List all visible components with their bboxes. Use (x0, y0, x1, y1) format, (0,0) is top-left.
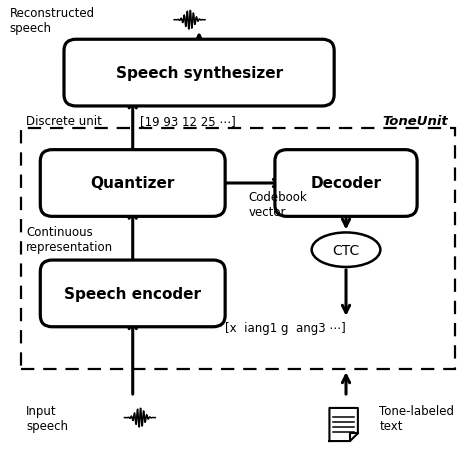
FancyBboxPatch shape (40, 150, 225, 217)
Text: Codebook
vector: Codebook vector (249, 190, 308, 218)
Text: Continuous
representation: Continuous representation (26, 226, 113, 253)
Text: Quantizer: Quantizer (91, 176, 175, 191)
FancyBboxPatch shape (40, 261, 225, 327)
Ellipse shape (311, 233, 380, 267)
Text: [x  iang1 g  ang3 ⋯]: [x iang1 g ang3 ⋯] (225, 322, 346, 335)
Text: [19 93 12 25 ⋯]: [19 93 12 25 ⋯] (140, 115, 236, 128)
FancyBboxPatch shape (275, 150, 417, 217)
Text: Decoder: Decoder (310, 176, 382, 191)
Text: Speech synthesizer: Speech synthesizer (116, 66, 283, 81)
FancyBboxPatch shape (64, 40, 334, 106)
Text: Discrete unit: Discrete unit (26, 115, 102, 128)
Text: CTC: CTC (332, 243, 360, 257)
Text: Reconstructed
speech: Reconstructed speech (9, 7, 95, 34)
Text: Speech encoder: Speech encoder (64, 286, 201, 301)
Polygon shape (329, 408, 358, 441)
Text: ToneUnit: ToneUnit (382, 115, 448, 128)
Text: Input
speech: Input speech (26, 404, 68, 431)
Text: Tone-labeled
text: Tone-labeled text (379, 404, 454, 431)
